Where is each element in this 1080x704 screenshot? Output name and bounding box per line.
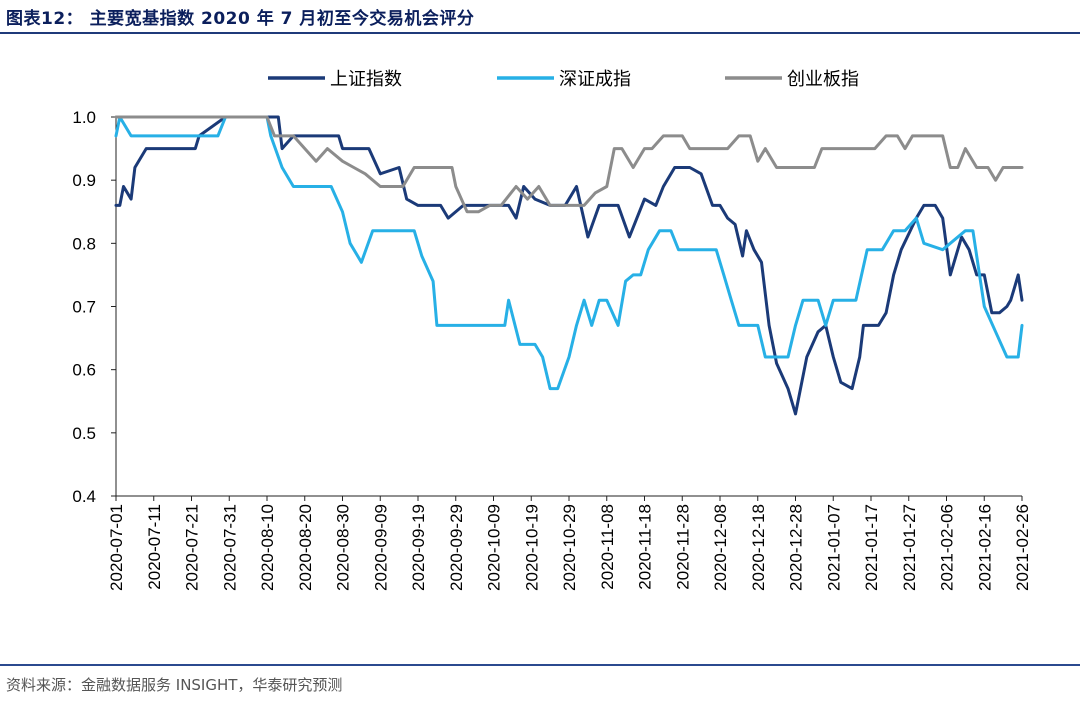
x-tick-label: 2020-07-31 [220,504,239,591]
x-tick-label: 2020-09-09 [371,504,390,591]
series-line-2 [114,115,1024,391]
x-tick-label: 2021-02-16 [975,504,994,591]
x-tick-label: 2020-11-08 [598,504,617,590]
legend-label-3: 创业板指 [787,69,859,89]
y-tick-label: 0.8 [72,234,96,253]
series-group [114,115,1024,416]
x-tick-label: 2020-09-29 [447,504,466,591]
x-tick-label: 2021-01-17 [862,504,881,591]
x-tick-label: 2020-09-19 [409,504,428,591]
x-tick-label: 2021-02-26 [1013,504,1032,591]
x-tick-label: 2020-12-28 [787,504,806,591]
y-tick-label: 0.5 [72,424,96,443]
x-tick-label: 2020-10-29 [560,504,579,591]
series-line-3 [114,115,1024,214]
x-tick-label: 2020-10-19 [522,504,541,591]
title-divider [0,32,1080,34]
chart-header: 图表12： 主要宽基指数 2020 年 7 月初至今交易机会评分 [0,0,1080,34]
x-tick-label: 2020-08-30 [334,504,353,591]
x-tick-label: 2020-10-09 [485,504,504,591]
x-tick-label: 2020-11-28 [673,504,692,590]
x-tick-label: 2020-12-18 [749,504,768,591]
x-tick-label: 2020-07-01 [107,504,126,591]
line-chart: 上证指数 深证成指 创业板指 0.4 0.5 0.6 0.7 0.8 0.9 1.0 2020-… [72,69,1032,591]
y-tick-label: 0.4 [72,487,96,506]
chart-legend: 上证指数 深证成指 创业板指 [268,69,859,89]
x-tick-label: 2020-07-11 [145,504,164,590]
y-axis: 0.4 0.5 0.6 0.7 0.8 0.9 1.0 [72,108,117,506]
x-tick-label: 2021-02-06 [938,504,957,591]
y-tick-label: 0.7 [72,298,96,317]
legend-label-1: 上证指数 [330,69,402,89]
x-tick-label: 2020-11-18 [636,504,655,590]
footer-divider [0,664,1080,666]
x-axis: 2020-07-01 2020-07-11 2020-07-21 2020-07-31… [107,495,1032,591]
x-tick-label: 2021-01-27 [900,504,919,591]
y-tick-label: 0.6 [72,361,96,380]
series-line-1 [114,115,1024,416]
x-tick-label: 2020-12-08 [711,504,730,591]
x-tick-label: 2020-08-10 [258,504,277,591]
chart-title: 图表12： 主要宽基指数 2020 年 7 月初至今交易机会评分 [6,9,475,29]
legend-label-2: 深证成指 [559,69,631,89]
source-note: 资料来源：金融数据服务 INSIGHT，华泰研究预测 [6,676,343,694]
y-tick-label: 1.0 [72,108,96,127]
x-tick-label: 2020-08-20 [296,504,315,591]
y-tick-label: 0.9 [72,171,96,190]
x-tick-label: 2021-01-07 [824,504,843,591]
x-tick-label: 2020-07-21 [183,504,202,591]
